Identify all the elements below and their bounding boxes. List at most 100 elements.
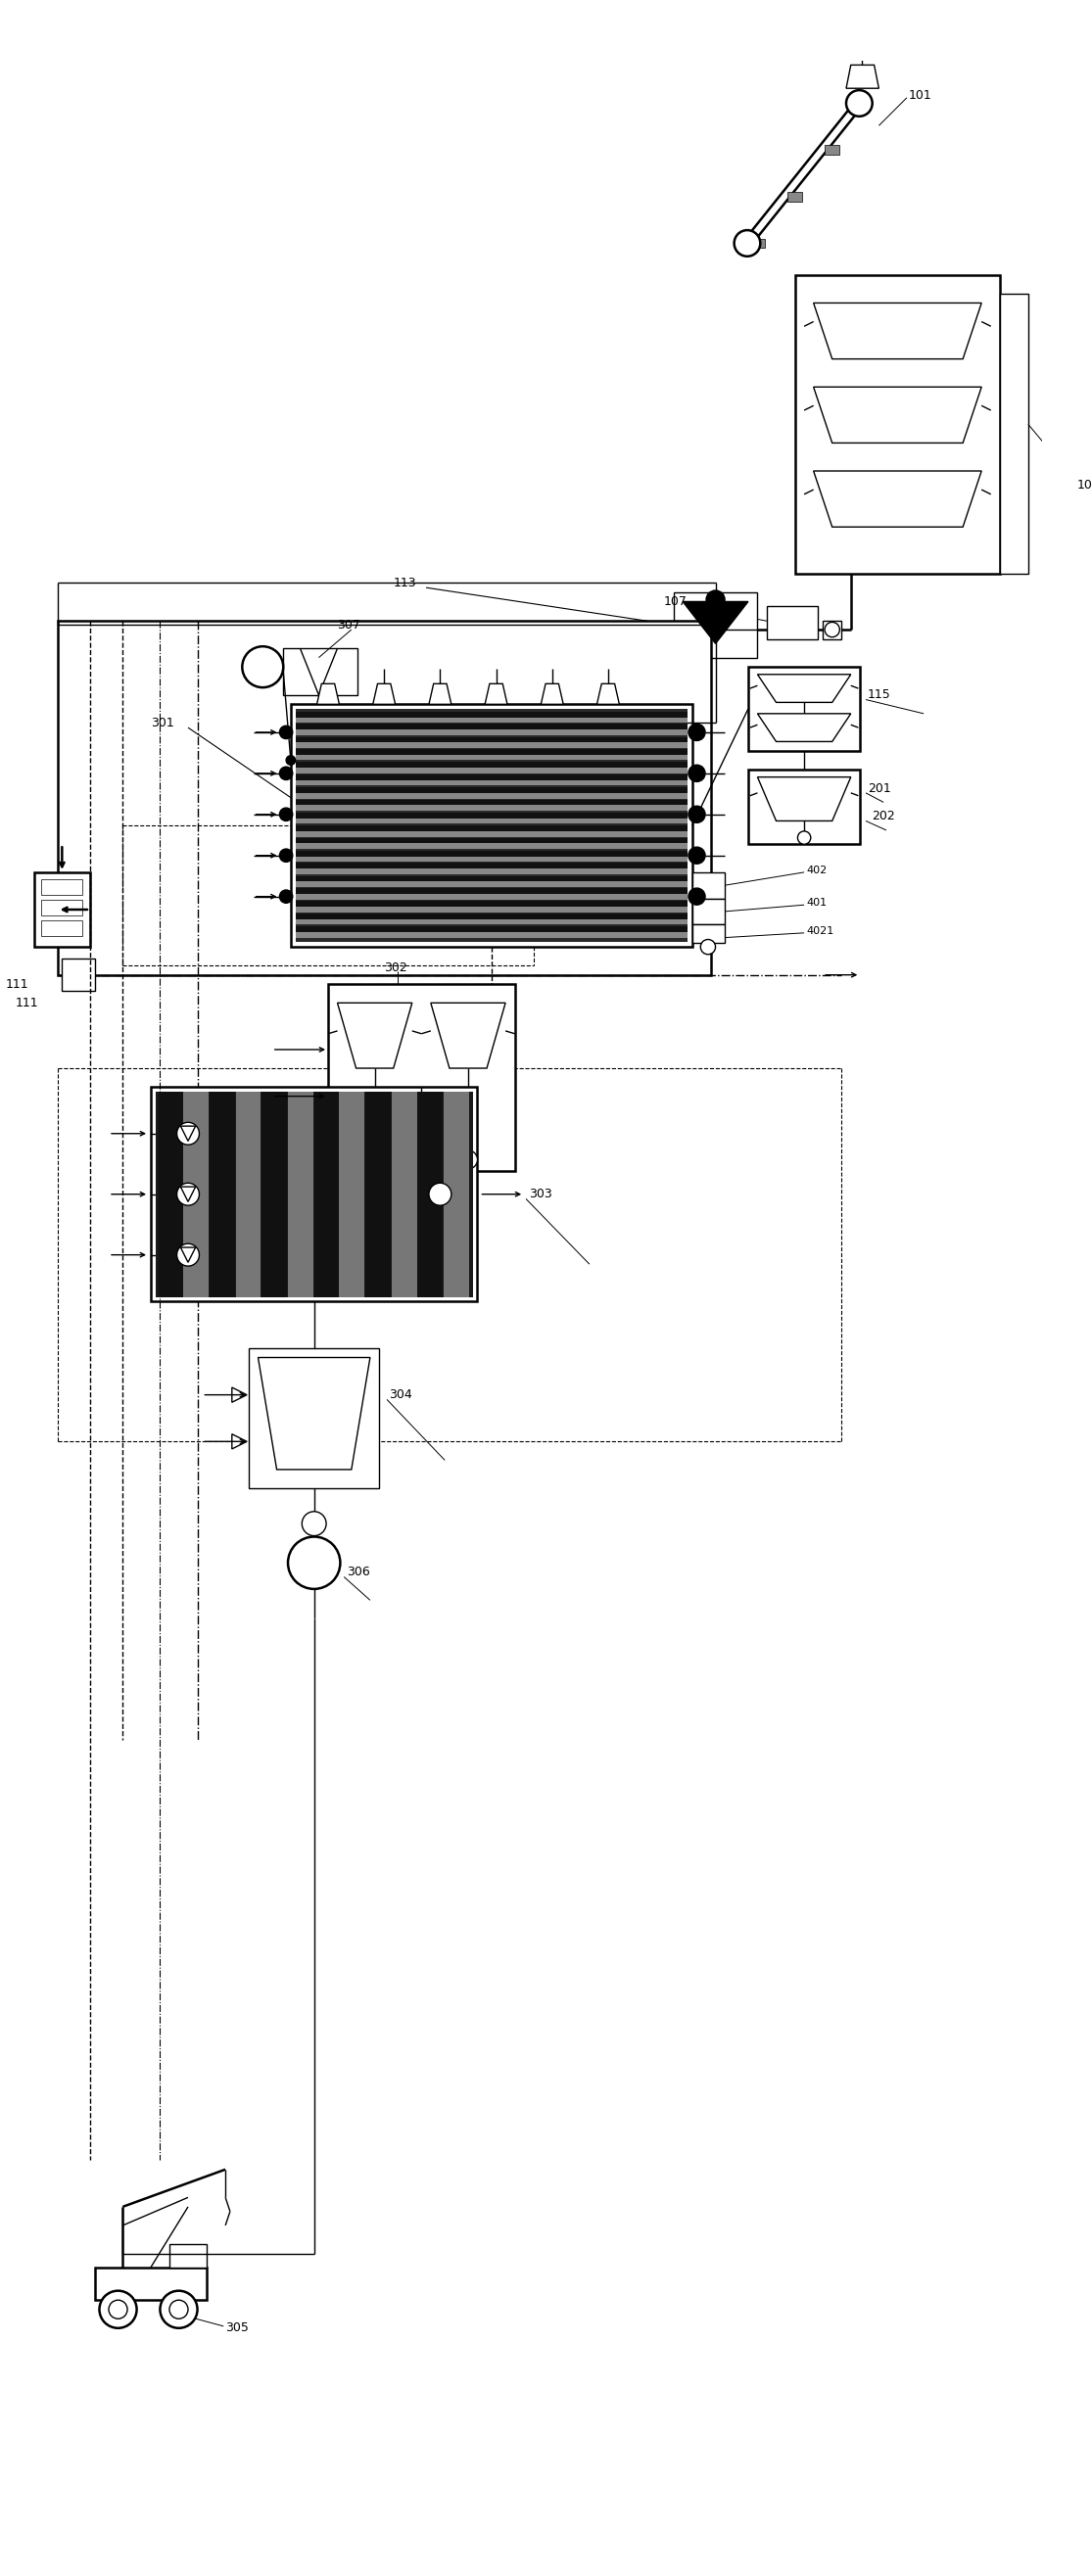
Bar bbox=[58, 621, 711, 974]
Bar bbox=[296, 889, 688, 894]
Polygon shape bbox=[814, 471, 982, 528]
Bar bbox=[1000, 294, 1029, 574]
Polygon shape bbox=[337, 1002, 412, 1069]
Bar bbox=[296, 781, 688, 786]
Circle shape bbox=[242, 647, 283, 688]
Bar bbox=[296, 876, 688, 881]
Bar bbox=[236, 1092, 261, 1296]
Bar bbox=[296, 832, 688, 837]
Text: 111: 111 bbox=[7, 979, 29, 992]
Circle shape bbox=[688, 889, 705, 904]
Polygon shape bbox=[180, 1188, 195, 1200]
Polygon shape bbox=[430, 1002, 506, 1069]
Bar bbox=[41, 881, 83, 894]
Circle shape bbox=[161, 2290, 198, 2329]
Bar bbox=[262, 1092, 287, 1296]
Text: 111: 111 bbox=[15, 997, 38, 1010]
Circle shape bbox=[99, 2290, 136, 2329]
Polygon shape bbox=[597, 683, 619, 703]
Bar bbox=[296, 750, 688, 755]
Text: 303: 303 bbox=[529, 1188, 553, 1200]
Text: 307: 307 bbox=[337, 618, 360, 631]
Bar bbox=[824, 144, 840, 155]
Bar bbox=[296, 914, 688, 920]
Bar bbox=[296, 716, 688, 724]
Circle shape bbox=[688, 848, 705, 863]
Circle shape bbox=[707, 590, 725, 608]
Circle shape bbox=[429, 1182, 451, 1206]
Bar bbox=[249, 1347, 379, 1489]
Polygon shape bbox=[682, 603, 748, 644]
Circle shape bbox=[109, 2300, 128, 2318]
Polygon shape bbox=[758, 778, 851, 822]
Bar bbox=[155, 1092, 473, 1296]
Bar bbox=[296, 863, 688, 868]
Text: 115: 115 bbox=[868, 688, 891, 701]
Circle shape bbox=[280, 850, 293, 863]
Bar bbox=[443, 1092, 470, 1296]
Text: 101: 101 bbox=[909, 90, 931, 103]
Bar bbox=[296, 755, 688, 760]
Bar bbox=[366, 1092, 391, 1296]
Polygon shape bbox=[541, 683, 563, 703]
Text: 113: 113 bbox=[393, 577, 416, 590]
Circle shape bbox=[280, 889, 293, 904]
Bar bbox=[340, 1092, 365, 1296]
Circle shape bbox=[701, 940, 715, 953]
Polygon shape bbox=[758, 675, 851, 703]
Text: 306: 306 bbox=[347, 1566, 370, 1579]
Bar bbox=[296, 799, 688, 806]
Bar bbox=[210, 1092, 235, 1296]
Circle shape bbox=[688, 806, 705, 822]
Bar bbox=[823, 621, 842, 639]
Polygon shape bbox=[814, 304, 982, 358]
Circle shape bbox=[366, 1151, 384, 1170]
Text: 305: 305 bbox=[225, 2321, 249, 2334]
Bar bbox=[296, 788, 688, 793]
Bar bbox=[692, 873, 725, 899]
Circle shape bbox=[177, 1182, 199, 1206]
Circle shape bbox=[280, 726, 293, 739]
Bar bbox=[151, 1087, 477, 1301]
Polygon shape bbox=[846, 64, 879, 88]
Bar bbox=[748, 667, 860, 752]
Polygon shape bbox=[372, 683, 395, 703]
Bar bbox=[296, 711, 688, 716]
Bar bbox=[296, 729, 688, 734]
Bar bbox=[169, 2244, 206, 2267]
Bar bbox=[692, 925, 725, 943]
Circle shape bbox=[280, 809, 293, 822]
Bar bbox=[296, 837, 688, 842]
Text: 302: 302 bbox=[384, 961, 407, 974]
Bar bbox=[296, 811, 688, 819]
Polygon shape bbox=[758, 714, 851, 742]
Bar bbox=[296, 850, 688, 855]
Circle shape bbox=[169, 2300, 188, 2318]
Bar bbox=[296, 881, 688, 886]
Text: 202: 202 bbox=[871, 809, 894, 822]
Circle shape bbox=[177, 1244, 199, 1265]
Bar bbox=[296, 920, 688, 925]
Polygon shape bbox=[814, 386, 982, 443]
Circle shape bbox=[302, 1512, 327, 1535]
Bar bbox=[296, 824, 688, 832]
Text: 301: 301 bbox=[151, 716, 174, 729]
Circle shape bbox=[286, 755, 296, 765]
Polygon shape bbox=[485, 683, 508, 703]
Bar bbox=[767, 605, 818, 639]
Polygon shape bbox=[258, 1358, 370, 1468]
Bar bbox=[296, 793, 688, 799]
Bar bbox=[296, 894, 688, 899]
Bar bbox=[41, 920, 83, 935]
Bar bbox=[296, 842, 688, 850]
Bar bbox=[296, 933, 688, 938]
Bar bbox=[95, 2267, 206, 2300]
Bar bbox=[296, 708, 688, 943]
Circle shape bbox=[797, 832, 810, 845]
Text: 107: 107 bbox=[664, 595, 688, 608]
Bar bbox=[314, 1092, 340, 1296]
Bar bbox=[34, 873, 90, 948]
Circle shape bbox=[734, 229, 760, 258]
Bar bbox=[750, 240, 765, 247]
Bar bbox=[328, 984, 514, 1172]
